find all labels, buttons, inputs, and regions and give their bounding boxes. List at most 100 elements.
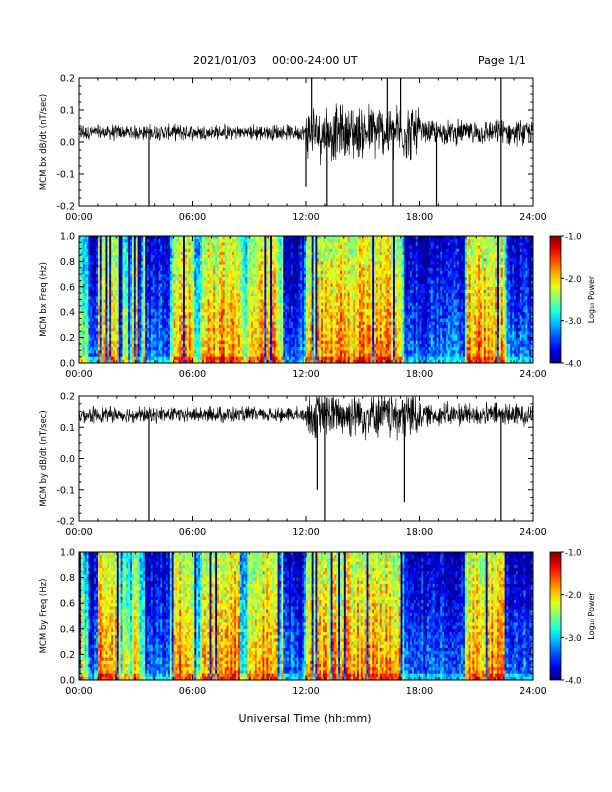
- heatmap-cell: [228, 261, 231, 265]
- heatmap-cell: [236, 289, 239, 294]
- heatmap-cell: [254, 258, 258, 262]
- heatmap-cell: [111, 318, 114, 323]
- heatmap-cell: [160, 277, 163, 281]
- heatmap-cell: [86, 321, 89, 326]
- heatmap-cell: [84, 356, 87, 361]
- heatmap-cell: [113, 324, 116, 329]
- heatmap-cell: [96, 239, 99, 243]
- heatmap-cell: [80, 353, 84, 358]
- heatmap-cell: [264, 324, 267, 329]
- heatmap-cell: [181, 283, 184, 288]
- heatmap-cell: [156, 328, 159, 332]
- heatmap-cell: [158, 286, 161, 291]
- heatmap-cell: [86, 270, 89, 275]
- heatmap-cell: [166, 242, 169, 246]
- heatmap-cell: [162, 255, 165, 259]
- heatmap-cell: [152, 267, 156, 272]
- heatmap-cell: [194, 324, 197, 329]
- heatmap-cell: [215, 309, 218, 313]
- heatmap-cell: [220, 340, 224, 345]
- heatmap-cell: [175, 309, 178, 313]
- heatmap-cell: [101, 318, 104, 323]
- heatmap-cell: [230, 267, 233, 272]
- heatmap-cell: [131, 340, 135, 345]
- heatmap-cell: [201, 334, 205, 338]
- heatmap-cell: [222, 337, 226, 342]
- heatmap-cell: [131, 331, 135, 335]
- heatmap-cell: [116, 280, 120, 285]
- heatmap-cell: [152, 251, 156, 256]
- heatmap-cell: [90, 334, 93, 338]
- heatmap-cell: [111, 267, 114, 272]
- heatmap-cell: [203, 255, 207, 259]
- heatmap-cell: [169, 270, 173, 275]
- heatmap-cell: [179, 309, 182, 313]
- heatmap-cell: [207, 343, 210, 348]
- heatmap-cell: [188, 337, 192, 342]
- heatmap-cell: [177, 261, 180, 265]
- heatmap-cell: [194, 258, 197, 262]
- heatmap-cell: [111, 239, 114, 243]
- heatmap-cell: [147, 274, 150, 278]
- heatmap-cell: [260, 277, 263, 281]
- heatmap-cell: [120, 340, 123, 345]
- heatmap-cell: [169, 251, 173, 256]
- heatmap-cell: [224, 347, 227, 351]
- heatmap-cell: [150, 309, 154, 313]
- heatmap-cell: [262, 299, 265, 304]
- heatmap-cell: [256, 328, 260, 332]
- heatmap-cell: [162, 236, 165, 240]
- heatmap-cell: [96, 331, 99, 335]
- heatmap-cell: [86, 359, 89, 364]
- heatmap-cell: [224, 248, 227, 253]
- heatmap-cell: [249, 283, 252, 288]
- heatmap-cell: [109, 356, 112, 361]
- heatmap-cell: [103, 328, 106, 332]
- heatmap-cell: [198, 305, 201, 310]
- heatmap-cell: [184, 315, 188, 319]
- heatmap-cell: [241, 296, 244, 300]
- heatmap-cell: [245, 299, 248, 304]
- heatmap-cell: [126, 315, 129, 319]
- heatmap-cell: [135, 283, 139, 288]
- heatmap-cell: [222, 267, 226, 272]
- heatmap-cell: [141, 277, 144, 281]
- heatmap-cell: [207, 315, 210, 319]
- heatmap-cell: [152, 315, 156, 319]
- heatmap-cell: [120, 347, 123, 351]
- heatmap-cell: [230, 245, 233, 250]
- heatmap-cell: [207, 312, 210, 316]
- heatmap-cell: [154, 328, 157, 332]
- heatmap-cell: [156, 248, 159, 253]
- heatmap-cell: [190, 236, 193, 240]
- heatmap-cell: [137, 331, 140, 335]
- heatmap-cell: [88, 353, 91, 358]
- heatmap-cell: [247, 248, 250, 253]
- heatmap-cell: [133, 315, 137, 319]
- heatmap-cell: [97, 312, 101, 316]
- heatmap-cell: [270, 245, 273, 250]
- heatmap-cell: [241, 270, 244, 275]
- heatmap-cell: [217, 305, 220, 310]
- heatmap-cell: [253, 261, 256, 265]
- heatmap-cell: [251, 350, 254, 354]
- heatmap-cell: [82, 239, 86, 243]
- heatmap-cell: [268, 261, 271, 265]
- heatmap-cell: [133, 283, 137, 288]
- heatmap-cell: [260, 293, 263, 297]
- heatmap-cell: [166, 321, 169, 326]
- heatmap-cell: [84, 274, 87, 278]
- heatmap-cell: [107, 251, 110, 256]
- heatmap-cell: [207, 302, 210, 307]
- heatmap-cell: [171, 264, 174, 269]
- heatmap-cell: [167, 236, 171, 240]
- heatmap-cell: [247, 283, 250, 288]
- heatmap-cell: [192, 245, 195, 250]
- heatmap-cell: [260, 353, 263, 358]
- heatmap-cell: [94, 248, 97, 253]
- heatmap-cell: [103, 299, 106, 304]
- heatmap-cell: [226, 353, 229, 358]
- heatmap-cell: [203, 286, 207, 291]
- heatmap-cell: [218, 286, 222, 291]
- heatmap-cell: [122, 328, 125, 332]
